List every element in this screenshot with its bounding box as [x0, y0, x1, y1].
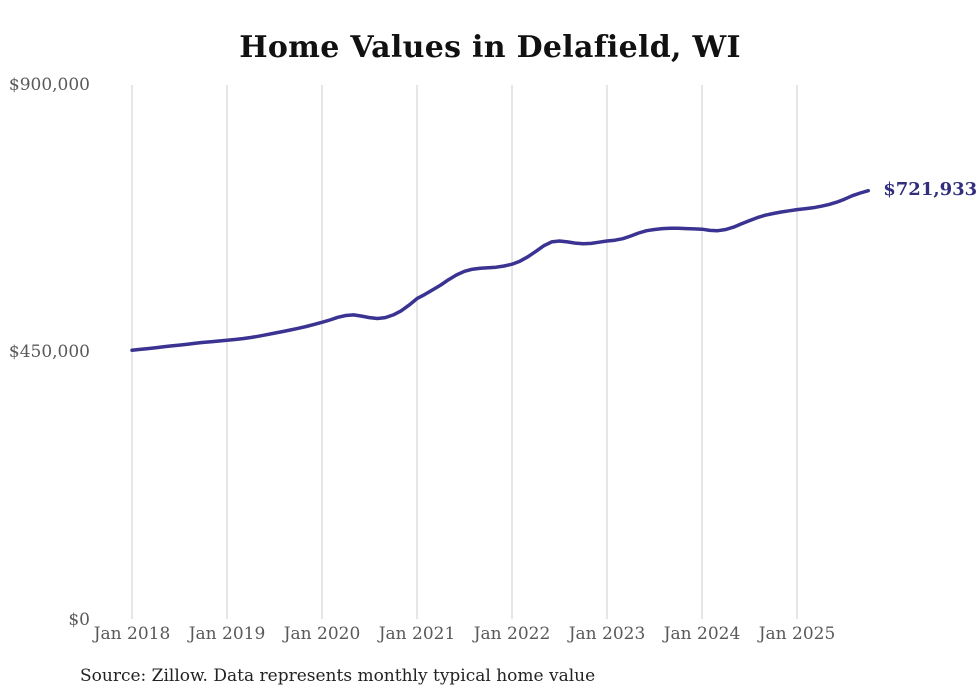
source-note: Source: Zillow. Data represents monthly …	[80, 666, 596, 686]
x-axis-label: Jan 2022	[473, 624, 551, 644]
chart-title: Home Values in Delafield, WI	[239, 30, 741, 65]
x-axis-label: Jan 2023	[568, 624, 646, 644]
home-value-line	[130, 188, 871, 352]
x-axis-label: Jan 2024	[663, 624, 741, 644]
x-axis-label: Jan 2025	[758, 624, 836, 644]
x-axis-label: Jan 2021	[378, 624, 456, 644]
y-axis-label-450k: $450,000	[8, 342, 90, 362]
x-axis-label: Jan 2019	[188, 624, 266, 644]
latest-value-label: $721,933	[883, 178, 978, 200]
x-axis-label: Jan 2018	[93, 624, 171, 644]
y-axis-label-0: $0	[68, 610, 90, 630]
y-axis-label-900k: $900,000	[8, 75, 90, 95]
x-axis-label: Jan 2020	[283, 624, 361, 644]
